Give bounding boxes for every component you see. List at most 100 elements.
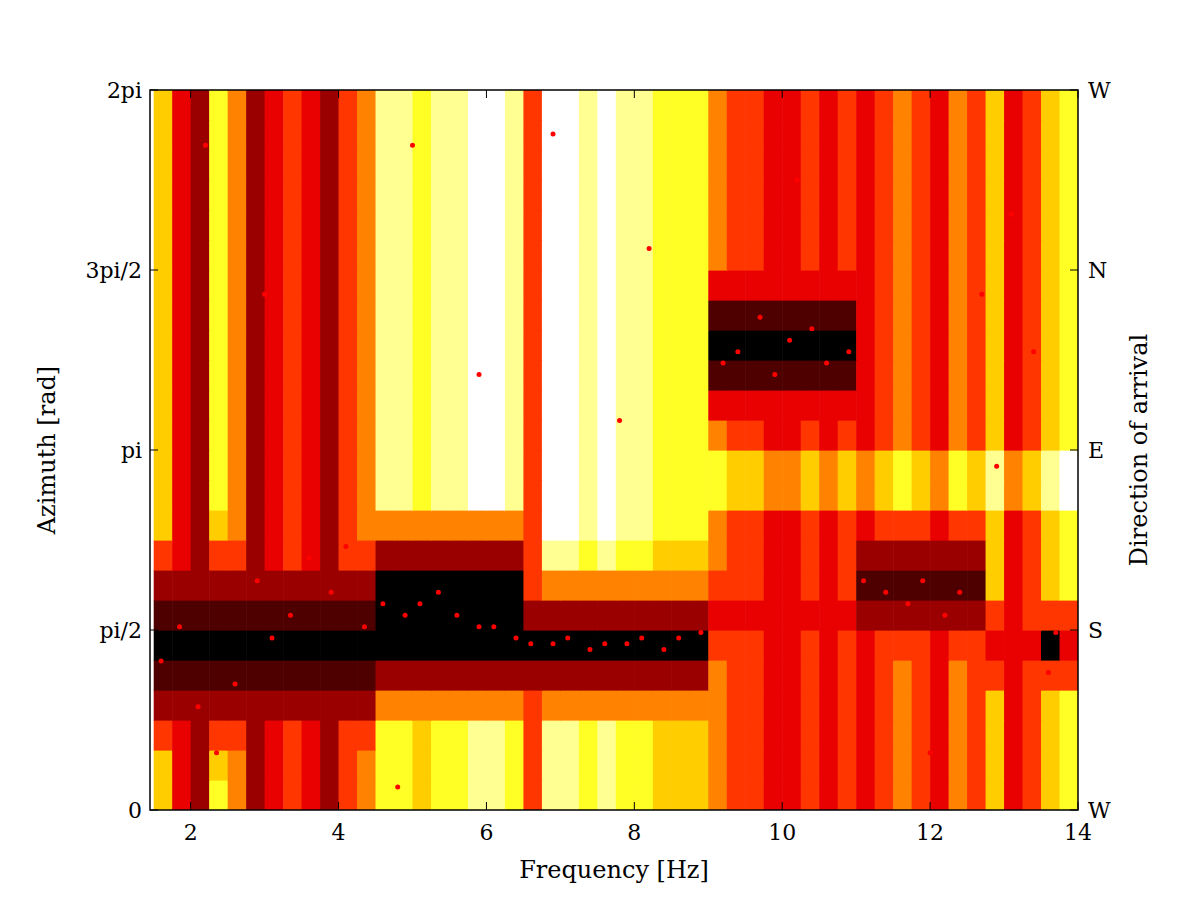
heat-cell	[801, 720, 820, 751]
heat-cell	[616, 330, 635, 361]
heat-cell	[875, 750, 894, 781]
heat-cell	[856, 210, 875, 241]
peak-dot	[883, 590, 888, 595]
heat-cell	[653, 720, 672, 751]
heat-cell	[357, 690, 376, 721]
peak-dot	[477, 624, 482, 629]
heat-cell	[597, 240, 616, 271]
heat-cell	[523, 660, 542, 691]
heat-cell	[819, 240, 838, 271]
heat-cell	[302, 600, 321, 631]
heat-cell	[209, 630, 228, 661]
heat-cell	[949, 330, 968, 361]
heat-cell	[191, 540, 210, 571]
heat-cell	[265, 270, 284, 301]
heat-cell	[616, 270, 635, 301]
heat-cell	[339, 270, 358, 301]
heat-cell	[413, 570, 432, 601]
heat-cell	[486, 150, 505, 181]
heat-cell	[413, 120, 432, 151]
heat-cell	[653, 240, 672, 271]
peak-dot	[994, 464, 999, 469]
heat-cell	[394, 630, 413, 661]
heat-cell	[653, 570, 672, 601]
x-tick-top	[634, 90, 635, 98]
heat-cell	[653, 420, 672, 451]
heat-cell	[597, 300, 616, 331]
heat-cell	[339, 540, 358, 571]
heat-cell	[690, 300, 709, 331]
heat-cell	[542, 660, 561, 691]
heat-cell	[486, 240, 505, 271]
x-axis-label: Frequency [Hz]	[519, 856, 709, 884]
heat-cell	[727, 210, 746, 241]
heat-cell	[1004, 330, 1023, 361]
heat-cell	[413, 510, 432, 541]
heat-cell	[875, 540, 894, 571]
heat-cell	[1060, 150, 1078, 181]
x-tick-top	[930, 90, 931, 98]
heat-cell	[838, 750, 857, 781]
peak-dot	[203, 143, 208, 148]
heat-cell	[875, 570, 894, 601]
heat-cell	[875, 600, 894, 631]
heat-cell	[949, 270, 968, 301]
heat-cell	[357, 510, 376, 541]
heat-cell	[616, 450, 635, 481]
heat-cell	[431, 180, 450, 211]
heat-cell	[1004, 750, 1023, 781]
heat-cell	[468, 570, 487, 601]
heat-cell	[597, 450, 616, 481]
heat-cell	[283, 90, 302, 121]
heat-cell	[191, 600, 210, 631]
heat-cell	[154, 750, 173, 781]
heat-cell	[172, 180, 191, 211]
heat-cell	[708, 270, 727, 301]
heat-cell	[782, 270, 801, 301]
heat-cell	[967, 180, 986, 211]
heat-cell	[671, 90, 690, 121]
heat-cell	[690, 210, 709, 241]
peak-dot	[477, 372, 482, 377]
heat-cell	[856, 720, 875, 751]
heat-cell	[967, 420, 986, 451]
heat-cell	[690, 720, 709, 751]
heat-cell	[819, 750, 838, 781]
heat-cell	[191, 660, 210, 691]
heat-cell	[486, 180, 505, 211]
heat-cell	[690, 750, 709, 781]
heat-cell	[320, 360, 339, 391]
heat-cell	[930, 210, 949, 241]
heat-cell	[431, 510, 450, 541]
y2-tick-label: E	[1088, 438, 1104, 463]
heat-cell	[320, 240, 339, 271]
heat-cell	[505, 210, 524, 241]
heat-cell	[579, 120, 598, 151]
heat-cell	[339, 690, 358, 721]
heat-cell	[449, 690, 468, 721]
heat-cell	[653, 360, 672, 391]
heat-cell	[1041, 690, 1060, 721]
heat-cell	[930, 450, 949, 481]
heat-cell	[172, 510, 191, 541]
heat-cell	[838, 300, 857, 331]
heat-cell	[1004, 150, 1023, 181]
heat-cell	[449, 300, 468, 331]
heat-cell	[782, 660, 801, 691]
heat-cell	[912, 510, 931, 541]
heat-cell	[1004, 780, 1023, 810]
heat-cell	[523, 330, 542, 361]
heat-cell	[283, 180, 302, 211]
heat-cell	[357, 390, 376, 421]
heat-cell	[376, 360, 395, 391]
heat-cell	[634, 720, 653, 751]
heat-cell	[468, 510, 487, 541]
heat-cell	[967, 540, 986, 571]
heat-cell	[616, 150, 635, 181]
heat-cell	[486, 90, 505, 121]
heat-cell	[413, 780, 432, 810]
heat-cell	[597, 150, 616, 181]
heat-cell	[542, 180, 561, 211]
peak-dot	[454, 613, 459, 618]
heat-cell	[228, 600, 247, 631]
